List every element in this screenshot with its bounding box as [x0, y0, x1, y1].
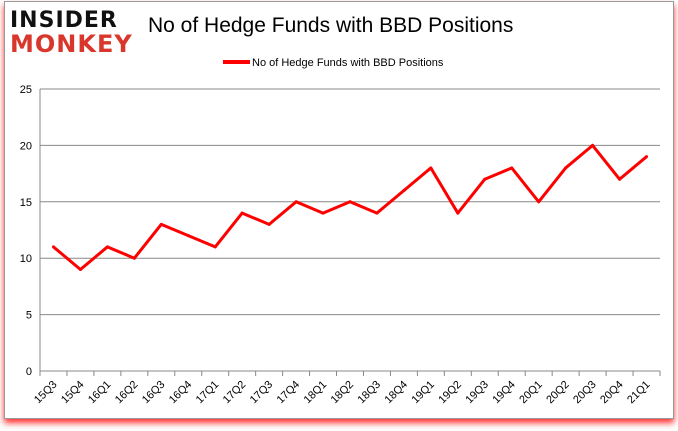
x-tick-label: 17Q2 [221, 379, 249, 407]
data-point [402, 189, 406, 193]
data-point [375, 211, 379, 215]
x-tick-label: 16Q1 [86, 379, 114, 407]
data-point [78, 267, 82, 271]
y-tick-label: 25 [20, 84, 32, 96]
data-point [564, 166, 568, 170]
chart-frame [4, 1, 674, 419]
y-tick-label: 20 [20, 140, 32, 152]
data-point [483, 177, 487, 181]
data-point [240, 211, 244, 215]
data-point [618, 177, 622, 181]
x-tick-label: 20Q1 [517, 379, 545, 407]
y-tick-label: 0 [26, 366, 32, 378]
y-tick-label: 5 [26, 310, 32, 322]
x-tick-label: 16Q4 [167, 379, 195, 407]
logo-insider: INSIDER [10, 8, 118, 33]
data-point [510, 166, 514, 170]
x-tick-label: 18Q3 [356, 379, 384, 407]
x-tick-label: 15Q4 [59, 379, 87, 407]
legend-label: No of Hedge Funds with BBD Positions [252, 57, 444, 69]
data-point [186, 234, 190, 238]
data-point [321, 211, 325, 215]
series-line [52, 143, 648, 271]
x-tick-label: 17Q3 [248, 379, 276, 407]
x-tick-label: 18Q2 [329, 379, 357, 407]
data-point [213, 245, 217, 249]
x-tick-label: 18Q1 [302, 379, 330, 407]
x-tick-label: 19Q1 [409, 379, 437, 407]
x-tick-label: 20Q4 [598, 379, 626, 407]
data-point [105, 245, 109, 249]
data-point [132, 256, 136, 260]
x-tick-label: 19Q3 [463, 379, 491, 407]
logo-monkey: MONKEY [10, 30, 133, 58]
y-tick-label: 10 [20, 253, 32, 265]
data-point [267, 222, 271, 226]
data-point [294, 200, 298, 204]
x-tick-label: 19Q2 [436, 379, 464, 407]
data-point [51, 245, 55, 249]
x-tick-label: 19Q4 [490, 379, 518, 407]
data-point [591, 143, 595, 147]
x-tick-label: 17Q4 [275, 379, 303, 407]
data-point [429, 166, 433, 170]
data-point [456, 211, 460, 215]
x-tick-label: 16Q2 [113, 379, 141, 407]
data-point [537, 200, 541, 204]
data-point [645, 155, 649, 159]
data-point [159, 222, 163, 226]
chart-title: No of Hedge Funds with BBD Positions [148, 14, 514, 37]
y-tick-label: 15 [20, 197, 32, 209]
x-tick-label: 18Q4 [383, 379, 411, 407]
x-tick-label: 15Q3 [32, 379, 60, 407]
x-tick-label: 17Q1 [194, 379, 222, 407]
data-point [348, 200, 352, 204]
x-tick-label: 20Q2 [544, 379, 572, 407]
x-tick-label: 20Q3 [571, 379, 599, 407]
x-tick-label: 21Q1 [625, 379, 653, 407]
x-tick-label: 16Q3 [140, 379, 168, 407]
